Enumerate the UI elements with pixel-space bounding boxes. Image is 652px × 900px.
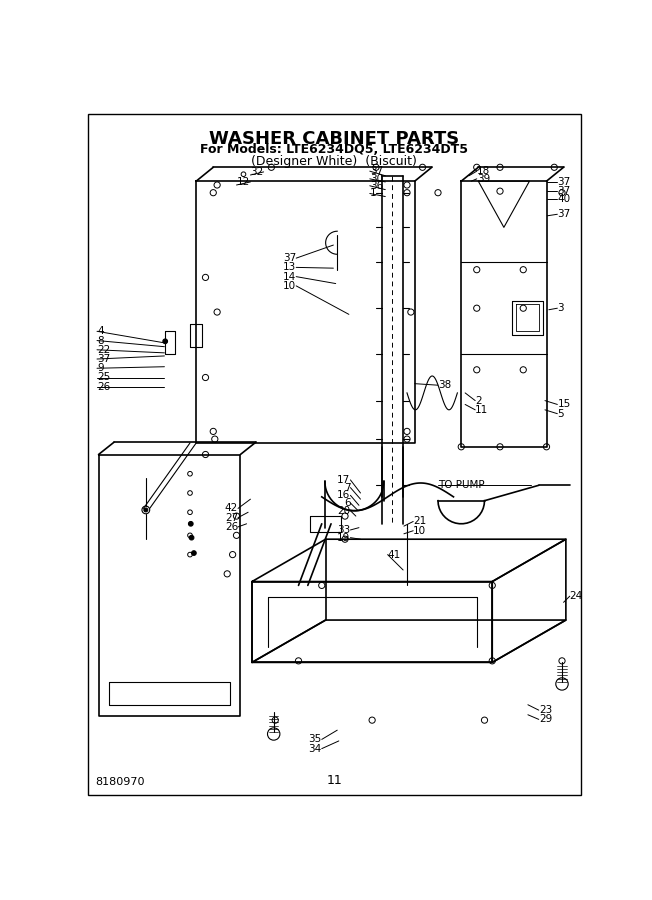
- Text: 34: 34: [308, 743, 321, 753]
- Text: 37: 37: [557, 210, 570, 220]
- Text: 15: 15: [557, 400, 570, 410]
- Text: 38: 38: [438, 380, 451, 391]
- Text: 37: 37: [557, 186, 570, 196]
- Text: For Models: LTE6234DQ5, LTE6234DT5: For Models: LTE6234DQ5, LTE6234DT5: [200, 143, 468, 157]
- Circle shape: [163, 339, 168, 344]
- Text: 27: 27: [225, 513, 238, 523]
- Text: 5: 5: [557, 409, 564, 419]
- Circle shape: [188, 521, 193, 526]
- Text: 25: 25: [97, 373, 110, 382]
- Text: 18: 18: [477, 166, 490, 176]
- Text: TO PUMP: TO PUMP: [438, 481, 484, 491]
- Text: 30: 30: [370, 174, 383, 184]
- Text: 37: 37: [97, 354, 110, 364]
- Text: 10: 10: [413, 526, 426, 536]
- Text: 32: 32: [250, 166, 263, 177]
- Text: 26: 26: [97, 382, 110, 392]
- Text: 4: 4: [97, 327, 104, 337]
- Text: 16: 16: [337, 491, 350, 500]
- Text: 41: 41: [388, 550, 401, 560]
- Text: 7: 7: [344, 482, 350, 492]
- Text: 1: 1: [370, 188, 376, 199]
- Text: 17: 17: [337, 475, 350, 485]
- Text: 29: 29: [539, 715, 552, 724]
- Text: 36: 36: [370, 181, 383, 191]
- Text: 13: 13: [283, 263, 296, 273]
- Text: 22: 22: [97, 345, 110, 355]
- Text: 14: 14: [283, 272, 296, 282]
- Text: 21: 21: [413, 517, 426, 526]
- Text: 26: 26: [225, 522, 238, 532]
- Text: 23: 23: [539, 705, 552, 716]
- Circle shape: [144, 508, 148, 512]
- Text: 12: 12: [237, 177, 250, 187]
- Circle shape: [189, 536, 194, 540]
- Text: 11: 11: [475, 405, 488, 415]
- Circle shape: [192, 551, 196, 555]
- Text: 35: 35: [308, 734, 321, 744]
- Text: 2: 2: [475, 396, 482, 406]
- Text: 37: 37: [370, 166, 383, 176]
- Text: 8180970: 8180970: [95, 777, 145, 788]
- Text: 3: 3: [557, 303, 564, 313]
- Text: 33: 33: [337, 525, 350, 535]
- Text: 10: 10: [283, 281, 296, 291]
- Text: 39: 39: [477, 174, 490, 184]
- Text: 37: 37: [283, 253, 296, 263]
- Text: 11: 11: [326, 774, 342, 788]
- Text: 6: 6: [344, 498, 350, 508]
- Text: (Designer White)  (Biscuit): (Designer White) (Biscuit): [251, 155, 417, 168]
- Text: 9: 9: [97, 364, 104, 374]
- Text: 20: 20: [337, 506, 350, 516]
- Text: 42: 42: [225, 503, 238, 513]
- Text: WASHER CABINET PARTS: WASHER CABINET PARTS: [209, 130, 459, 148]
- Text: 37: 37: [557, 177, 570, 187]
- Text: 40: 40: [557, 194, 570, 204]
- Text: 24: 24: [570, 591, 583, 601]
- Text: 19: 19: [337, 533, 350, 543]
- Text: 8: 8: [97, 336, 104, 346]
